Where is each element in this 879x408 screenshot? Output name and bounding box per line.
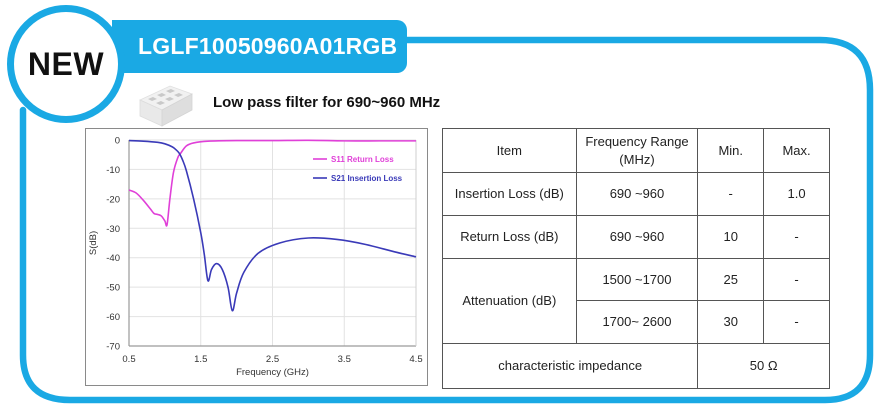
smd-chip-icon: [139, 85, 193, 127]
x-tick-label: 0.5: [122, 354, 135, 365]
legend-entry: S11 Return Loss: [331, 155, 394, 164]
header-max: Max.: [763, 128, 830, 173]
new-badge: NEW: [7, 5, 125, 123]
chart-grid: [128, 139, 417, 347]
y-axis-label: S(dB): [88, 231, 99, 255]
series-line: [128, 139, 417, 312]
new-badge-label: NEW: [27, 45, 105, 82]
y-tick-label: -70: [106, 342, 120, 353]
part-number-tab: LGLF10050960A01RGB: [112, 20, 407, 73]
series-line: [128, 139, 416, 227]
header-item: Item: [442, 128, 577, 173]
spec-table: Item Frequency Range (MHz) Min. Max. Ins…: [441, 128, 830, 389]
table-row: Attenuation (dB) 1500 ~1700 25 -: [442, 258, 830, 344]
impedance-value: 50 Ω: [697, 343, 830, 389]
y-tick-label: -10: [106, 165, 120, 176]
product-description: Low pass filter for 690~960 MHz: [213, 94, 441, 111]
y-tick-label: -60: [106, 312, 120, 323]
y-tick-label: 0: [115, 136, 120, 147]
table-row: 1700~ 2600 30 -: [443, 300, 830, 344]
chart-legend: S11 Return Loss S21 Insertion Loss: [313, 155, 403, 183]
table-header-row: Item Frequency Range (MHz) Min. Max.: [442, 128, 830, 173]
part-number: LGLF10050960A01RGB: [138, 33, 398, 59]
x-tick-label: 3.5: [338, 354, 351, 365]
y-tick-label: -30: [106, 224, 120, 235]
x-tick-label: 1.5: [194, 354, 207, 365]
header-frequency-range: Frequency Range (MHz): [575, 128, 699, 173]
x-axis-label: Frequency (GHz): [236, 367, 309, 378]
table-row: Insertion Loss (dB) 690 ~960 - 1.0: [442, 172, 830, 216]
y-tick-label: -50: [106, 283, 120, 294]
x-tick-label: 2.5: [266, 354, 279, 365]
chart-frame: [85, 128, 428, 386]
table-row: Return Loss (dB) 690 ~960 10 -: [442, 215, 830, 259]
table-row-impedance: characteristic impedance 50 Ω: [441, 343, 830, 389]
impedance-label: characteristic impedance: [441, 343, 699, 389]
y-tick-label: -20: [106, 194, 120, 205]
chart-series: [128, 139, 417, 312]
x-tick-label: 4.5: [409, 354, 422, 365]
legend-entry: S21 Insertion Loss: [331, 174, 403, 183]
y-tick-label: -40: [106, 253, 120, 264]
header-min: Min.: [697, 128, 765, 173]
chart-axes: 0 -10 -20 -30 -40 -50 -60 -700.5 1.5 2.5 3.5 4.5 Fre…: [88, 136, 423, 379]
